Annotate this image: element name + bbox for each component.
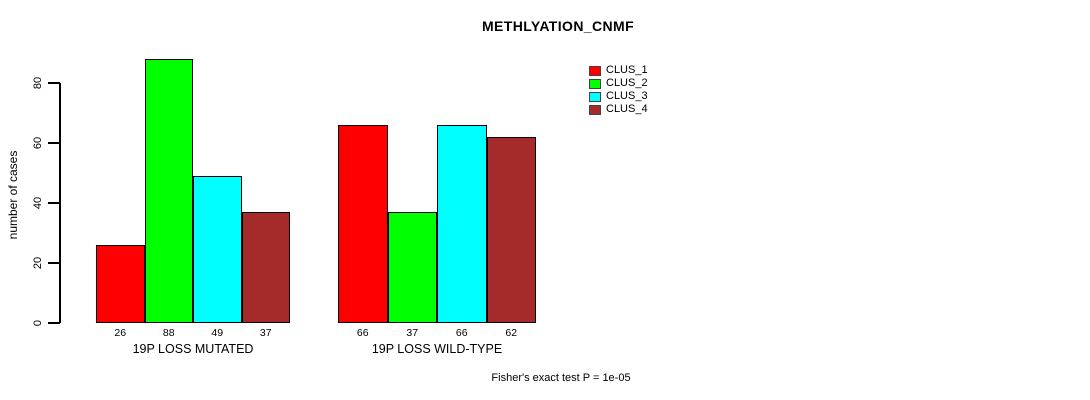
y-tick-label: 40 — [32, 196, 44, 210]
y-tick-label: 80 — [32, 76, 44, 90]
bar-value-label: 88 — [162, 327, 175, 339]
legend-row-clus_2: CLUS_2 — [589, 77, 648, 90]
bar-clus_1-group2 — [338, 125, 388, 323]
bar-clus_3-group2 — [437, 125, 487, 323]
bar-clus_1-group1 — [96, 245, 145, 323]
legend: CLUS_1 CLUS_2 CLUS_3 CLUS_4 — [589, 64, 648, 116]
legend-label: CLUS_2 — [606, 77, 648, 89]
bar-value-label: 37 — [259, 327, 272, 339]
bar-value-label: 66 — [356, 327, 369, 339]
legend-row-clus_4: CLUS_4 — [589, 103, 648, 116]
bar-value-label: 49 — [211, 327, 224, 339]
legend-label: CLUS_3 — [606, 90, 648, 102]
legend-swatch-clus_1 — [589, 65, 601, 76]
chart-title: METHLYATION_CNMF — [481, 18, 635, 34]
bar-value-label: 62 — [505, 327, 518, 339]
legend-swatch-clus_3 — [589, 91, 601, 102]
legend-label: CLUS_4 — [606, 103, 648, 115]
fisher-test-annotation: Fisher's exact test P = 1e-05 — [491, 372, 631, 384]
bar-clus_2-group1 — [144, 59, 193, 323]
y-tick-mark — [48, 82, 60, 84]
bar-clus_2-group2 — [387, 212, 437, 323]
legend-swatch-clus_2 — [589, 78, 601, 89]
y-tick-mark — [48, 202, 60, 204]
group-label: 19P LOSS WILD-TYPE — [371, 342, 503, 356]
legend-label: CLUS_1 — [606, 64, 648, 76]
y-tick-mark — [48, 322, 60, 324]
y-tick-label: 20 — [32, 256, 44, 270]
legend-swatch-clus_4 — [589, 104, 601, 115]
bar-clus_3-group1 — [193, 176, 242, 323]
y-axis-label: number of cases — [6, 150, 20, 240]
y-tick-label: 0 — [32, 319, 44, 327]
bar-value-label: 37 — [406, 327, 419, 339]
legend-row-clus_1: CLUS_1 — [589, 64, 648, 77]
y-axis-line — [59, 83, 61, 323]
legend-row-clus_3: CLUS_3 — [589, 90, 648, 103]
bar-value-label: 66 — [455, 327, 468, 339]
y-tick-mark — [48, 142, 60, 144]
bar-clus_4-group1 — [241, 212, 290, 323]
bar-clus_4-group2 — [486, 137, 536, 323]
y-tick-label: 60 — [32, 136, 44, 150]
bar-value-label: 26 — [114, 327, 127, 339]
group-label: 19P LOSS MUTATED — [132, 342, 254, 356]
y-tick-mark — [48, 262, 60, 264]
